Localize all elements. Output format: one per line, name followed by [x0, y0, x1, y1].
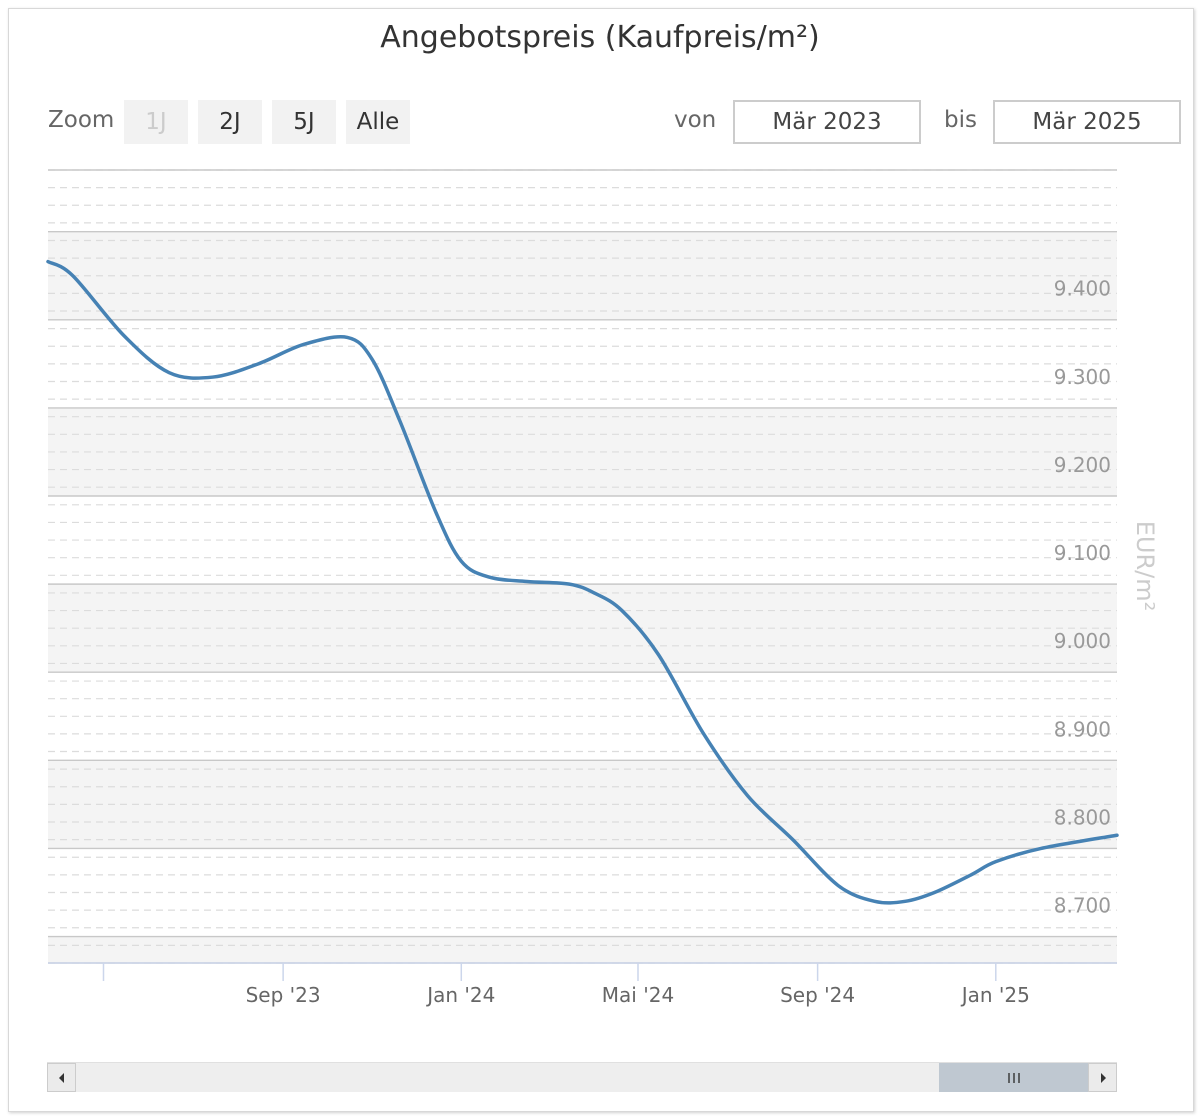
zoom-all-button[interactable]: Alle: [346, 100, 410, 144]
zoom-2j-button[interactable]: 2J: [198, 100, 262, 144]
grip-icon: [1007, 1072, 1020, 1083]
range-to-label: bis: [944, 107, 977, 133]
y-tick-label: 9.400: [1054, 277, 1111, 301]
y-tick-label: 9.100: [1054, 541, 1111, 565]
zoom-label: Zoom: [48, 107, 115, 133]
y-tick-label: 9.200: [1054, 453, 1111, 477]
x-tick-label: Sep '23: [246, 983, 321, 1007]
x-tick-label: Jan '25: [960, 983, 1030, 1007]
y-axis-title: EUR/m²: [1131, 521, 1159, 612]
y-tick-label: 9.300: [1054, 365, 1111, 389]
range-from-label: von: [674, 107, 717, 133]
y-tick-label: 8.700: [1054, 894, 1111, 918]
series-line: [46, 259, 1119, 905]
y-tick-label: 9.000: [1054, 629, 1111, 653]
scroll-left-button[interactable]: [47, 1063, 76, 1092]
zoom-1j-button[interactable]: 1J: [124, 100, 188, 144]
y-tick-label: 8.900: [1054, 717, 1111, 741]
range-to-input[interactable]: [993, 100, 1181, 144]
range-from-input[interactable]: [733, 100, 921, 144]
navigator-scrollbar[interactable]: [47, 1062, 1117, 1092]
x-tick-label: Mai '24: [602, 983, 674, 1007]
scrollbar-thumb[interactable]: [939, 1063, 1088, 1092]
x-tick-label: Jan '24: [425, 983, 495, 1007]
chart-title: Angebotspreis (Kaufpreis/m²): [380, 20, 820, 55]
scroll-right-button[interactable]: [1088, 1063, 1117, 1092]
x-tick-label: Sep '24: [780, 983, 855, 1007]
plot-band: [48, 936, 1117, 963]
chevron-left-icon: [58, 1072, 64, 1083]
y-tick-label: 8.800: [1054, 805, 1111, 829]
zoom-5j-button[interactable]: 5J: [272, 100, 336, 144]
chevron-right-icon: [1100, 1072, 1106, 1083]
